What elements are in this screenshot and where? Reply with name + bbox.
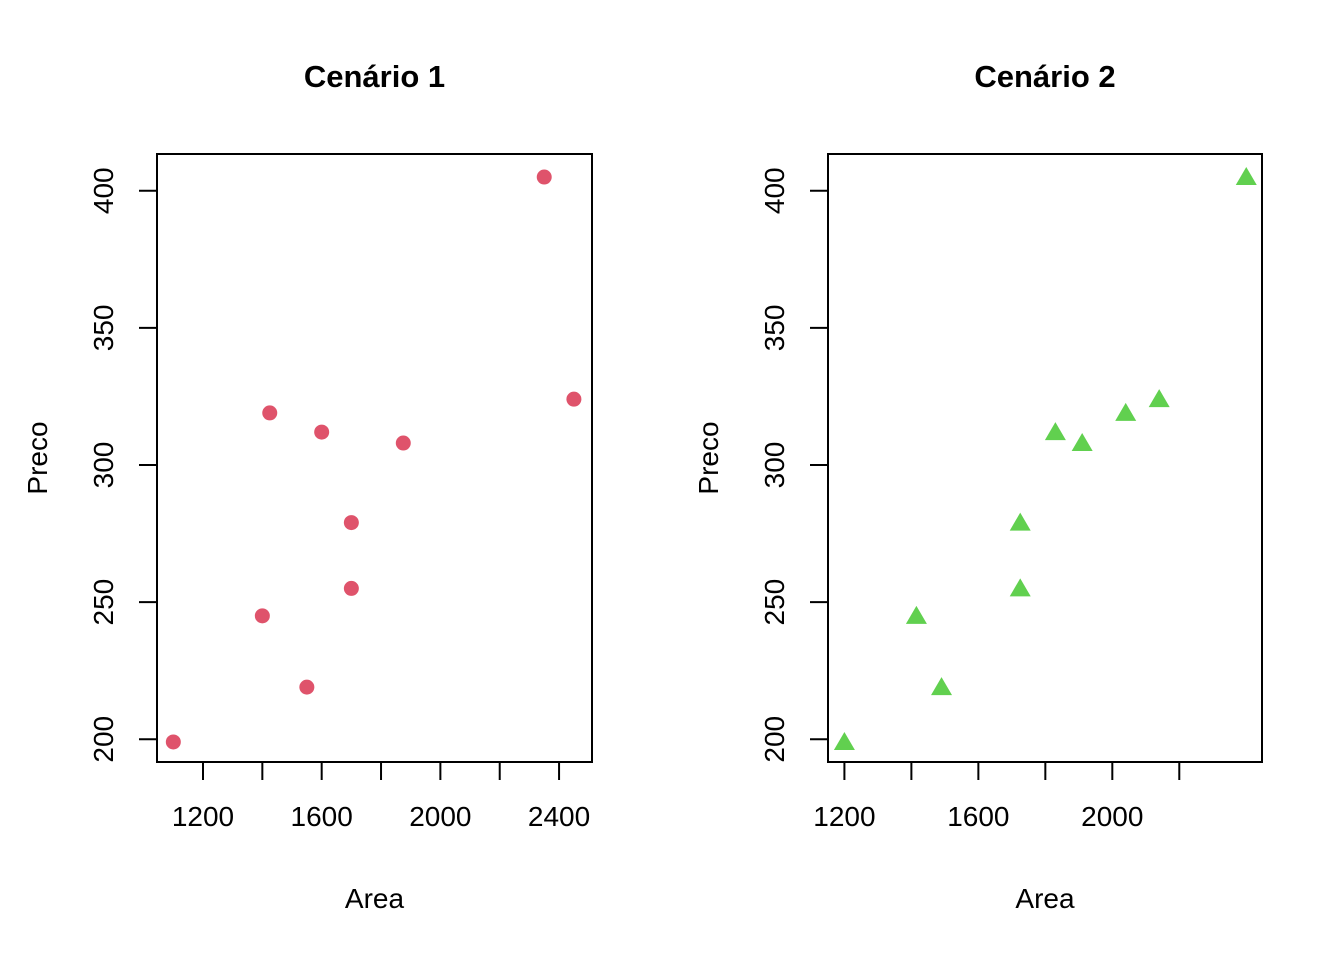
chart-1-data-point-circle xyxy=(262,405,278,421)
chart-1-y-tick-label: 400 xyxy=(88,167,119,214)
chart-2-data-point-triangle xyxy=(1009,578,1031,597)
chart-2-data-point-triangle xyxy=(1071,433,1093,452)
chart-1-data-point-circle xyxy=(314,424,330,440)
chart-1-data-point-circle xyxy=(343,580,359,596)
chart-2-plot-box xyxy=(827,153,1263,763)
chart-2-data-point-triangle xyxy=(1148,389,1170,408)
chart-2-data-point-triangle xyxy=(833,731,855,750)
chart-1-data-point-circle xyxy=(536,169,552,185)
chart-1-data-point-circle xyxy=(299,679,315,695)
chart-1-y-tick-label: 350 xyxy=(88,305,119,352)
chart-2-y-tick-label: 250 xyxy=(759,579,790,626)
chart-2-y-tick-label: 350 xyxy=(759,305,790,352)
chart-1-data-point-circle xyxy=(343,515,359,531)
chart-2-x-tick-label: 1200 xyxy=(813,801,875,832)
chart-2-x-tick-label: 2000 xyxy=(1081,801,1143,832)
chart-2-title: Cenário 2 xyxy=(974,59,1116,94)
chart-1-y-tick-label: 250 xyxy=(88,579,119,626)
chart-2-x-tick-label: 1600 xyxy=(947,801,1009,832)
chart-1-x-tick-label: 1600 xyxy=(291,801,353,832)
chart-1-x-axis-label: Area xyxy=(344,883,405,914)
chart-2-y-axis-label: Preco xyxy=(693,421,724,495)
chart-2-y-tick-label: 200 xyxy=(759,716,790,763)
chart-1-y-axis-label: Preco xyxy=(22,421,53,495)
chart-1-plot-box xyxy=(156,153,593,763)
chart-1-y-tick-label: 300 xyxy=(88,442,119,489)
chart-2-x-axis-label: Area xyxy=(1015,883,1075,914)
chart-1-y-tick-label: 200 xyxy=(88,716,119,763)
chart-2-data-point-triangle xyxy=(905,605,927,624)
chart-2-y-tick-label: 300 xyxy=(759,442,790,489)
chart-2-y-tick-label: 400 xyxy=(759,167,790,214)
chart-2-data-point-triangle xyxy=(1009,512,1031,531)
chart-2-data-point-triangle xyxy=(931,677,953,696)
chart-1-data-point-circle xyxy=(395,435,411,451)
chart-1-title: Cenário 1 xyxy=(303,59,446,94)
chart-2-data-point-triangle xyxy=(1235,167,1257,186)
chart-1-data-point-circle xyxy=(254,608,270,624)
chart-2-data-point-triangle xyxy=(1115,402,1137,421)
chart-1-data-point-circle xyxy=(566,391,582,407)
chart-1-x-tick-label: 1200 xyxy=(172,801,234,832)
chart-2-data-point-triangle xyxy=(1044,422,1066,441)
chart-1-x-tick-label: 2000 xyxy=(409,801,471,832)
chart-1-data-point-circle xyxy=(165,734,181,750)
chart-1-x-tick-label: 2400 xyxy=(528,801,590,832)
